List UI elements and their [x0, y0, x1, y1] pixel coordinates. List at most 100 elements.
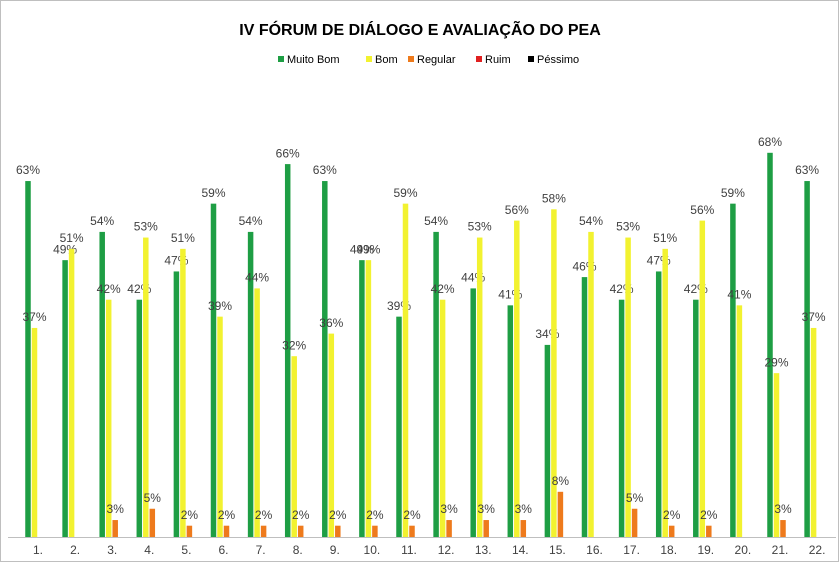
- data-label: 56%: [690, 203, 714, 217]
- bar: [328, 333, 335, 537]
- x-tick-label: 2.: [70, 543, 80, 557]
- x-tick-label: 15.: [549, 543, 566, 557]
- data-label: 59%: [393, 186, 417, 200]
- x-tick-label: 21.: [772, 543, 789, 557]
- x-tick-label: 17.: [623, 543, 640, 557]
- x-tick-label: 11.: [401, 543, 417, 557]
- data-label: 53%: [468, 220, 492, 234]
- data-label: 36%: [319, 316, 343, 330]
- bar: [693, 299, 699, 537]
- data-label: 2%: [329, 508, 347, 522]
- data-label: 42%: [97, 282, 121, 296]
- data-label: 2%: [700, 508, 718, 522]
- data-label: 51%: [171, 231, 195, 245]
- x-tick-label: 14.: [512, 543, 529, 557]
- x-tick-label: 1.: [33, 543, 43, 557]
- data-label: 2%: [181, 508, 199, 522]
- bar: [662, 248, 668, 537]
- x-tick-label: 22.: [809, 543, 826, 557]
- data-label: 66%: [276, 146, 300, 160]
- bar: [767, 152, 773, 538]
- data-label: 37%: [22, 310, 46, 324]
- bar: [655, 271, 662, 537]
- bar: [588, 231, 594, 537]
- data-label: 2%: [255, 508, 273, 522]
- x-tick-label: 6.: [218, 543, 228, 557]
- bar: [372, 525, 378, 537]
- x-tick-label: 3.: [107, 543, 117, 557]
- data-label: 3%: [515, 502, 533, 516]
- legend-label: Ruim: [485, 54, 511, 66]
- data-label: 8%: [552, 474, 570, 488]
- data-label: 2%: [292, 508, 310, 522]
- data-label: 49%: [350, 242, 374, 256]
- x-tick-label: 20.: [735, 543, 752, 557]
- bar: [409, 525, 415, 537]
- data-label: 2%: [366, 508, 384, 522]
- data-label: 3%: [107, 502, 125, 516]
- x-tick-label: 7.: [256, 543, 266, 557]
- data-label: 2%: [663, 508, 681, 522]
- bar: [322, 181, 328, 538]
- data-label: 41%: [727, 288, 751, 302]
- bar: [476, 237, 483, 538]
- legend-label: Péssimo: [537, 54, 579, 66]
- data-label: 63%: [795, 163, 819, 177]
- data-label: 32%: [282, 338, 306, 352]
- x-tick-label: 13.: [475, 543, 492, 557]
- bar: [173, 271, 180, 537]
- bar: [62, 260, 68, 537]
- legend-label: Regular: [417, 54, 456, 66]
- data-label: 49%: [356, 242, 380, 256]
- bar: [706, 525, 712, 537]
- x-tick-label: 16.: [586, 543, 603, 557]
- legend-swatch: [278, 56, 284, 62]
- data-label: 68%: [758, 135, 782, 149]
- data-label: 58%: [542, 191, 566, 205]
- bar: [99, 231, 105, 537]
- data-label: 54%: [90, 214, 114, 228]
- bar: [780, 520, 786, 537]
- data-label: 53%: [616, 220, 640, 234]
- data-label: 3%: [478, 502, 496, 516]
- bar: [68, 248, 75, 537]
- bar: [31, 327, 38, 537]
- bar: [507, 305, 514, 537]
- bar: [483, 520, 489, 537]
- legend-label: Muito Bom: [287, 54, 340, 66]
- data-label: 53%: [134, 220, 158, 234]
- bar: [581, 277, 588, 537]
- data-label: 54%: [239, 214, 263, 228]
- bar: [625, 237, 631, 538]
- data-label: 54%: [424, 214, 448, 228]
- bar: [143, 237, 149, 538]
- data-label: 63%: [313, 163, 337, 177]
- data-label: 39%: [208, 299, 232, 313]
- bar: [112, 520, 118, 537]
- x-tick-label: 5.: [181, 543, 191, 557]
- bar: [402, 203, 409, 537]
- bar: [520, 520, 527, 537]
- bar: [618, 299, 625, 537]
- bar: [149, 508, 156, 537]
- data-label: 3%: [774, 502, 792, 516]
- x-tick-label: 12.: [438, 543, 455, 557]
- bar: [631, 508, 638, 537]
- data-label: 59%: [721, 186, 745, 200]
- bar: [433, 231, 439, 537]
- bar: [180, 248, 186, 537]
- data-label: 51%: [653, 231, 677, 245]
- data-label: 56%: [505, 203, 529, 217]
- x-tick-label: 4.: [144, 543, 154, 557]
- chart-title: IV FÓRUM DE DIÁLOGO E AVALIAÇÃO DO PEA: [239, 19, 601, 39]
- bar: [210, 203, 217, 537]
- bar: [359, 260, 365, 537]
- bar: [730, 203, 736, 537]
- bar: [446, 520, 452, 537]
- x-tick-label: 8.: [293, 543, 303, 557]
- bar: [439, 299, 446, 537]
- bar: [25, 181, 31, 538]
